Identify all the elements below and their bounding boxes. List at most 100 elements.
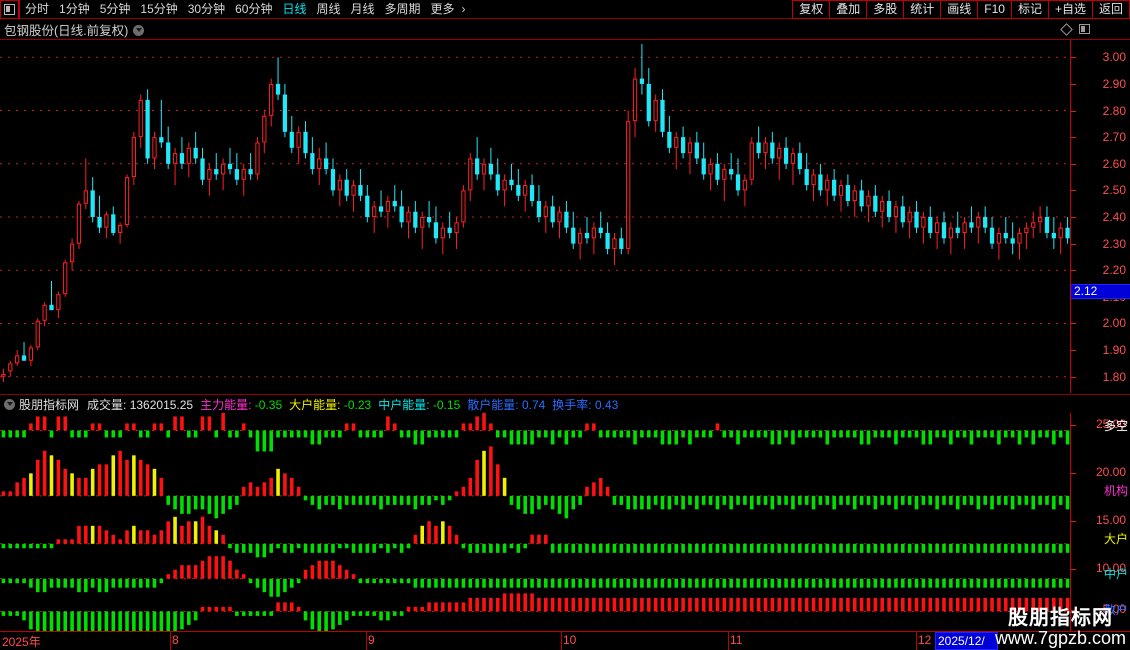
price-axis-tick-2	[1071, 110, 1076, 112]
toolbar-button-3[interactable]: 统计	[903, 0, 941, 19]
metric-zhuli: 主力能量: -0.35	[200, 396, 282, 413]
chevron-down-circle-icon[interactable]	[4, 398, 15, 410]
metric-dahu-label: 大户能量:	[289, 397, 341, 412]
date-axis-separator-5	[916, 632, 917, 650]
period-tab-10[interactable]: 更多	[430, 2, 455, 16]
volume-value: 1362015.25	[129, 397, 194, 412]
window-icon	[4, 4, 15, 15]
date-axis-label-4: 11	[730, 633, 743, 647]
price-axis-tick-10	[1071, 323, 1076, 325]
price-axis-tick-0	[1071, 57, 1076, 59]
toolbar-button-4[interactable]: 画线	[940, 0, 978, 19]
date-axis-separator-1	[170, 632, 171, 650]
indicator-axis: 25.00 20.00 15.00 10.00 5.00	[1071, 413, 1130, 631]
price-axis-label-8: 2.20	[1102, 263, 1126, 278]
toolbar-button-0[interactable]: 复权	[792, 0, 830, 19]
metric-dahu: 大户能量: -0.23	[289, 396, 371, 413]
date-axis-label-5: 12	[918, 633, 932, 647]
period-tab-1[interactable]: 1分钟	[59, 2, 90, 16]
price-axis-label-11: 1.90	[1102, 343, 1126, 358]
price-axis-tick-12	[1071, 376, 1076, 378]
indicator-axis-tick-2	[1071, 520, 1076, 522]
metric-zhonghu: 中户能量: -0.15	[378, 396, 460, 413]
indicator-axis-tick-1	[1071, 472, 1076, 474]
price-axis-label-0: 3.00	[1102, 50, 1126, 65]
volume-readout: 成交量: 1362015.25	[87, 396, 193, 413]
period-tab-3[interactable]: 15分钟	[140, 2, 178, 16]
metric-sanhu: 散户能量: 0.74	[467, 396, 545, 413]
toolbar-spacer	[471, 0, 793, 18]
price-axis-tick-8	[1071, 270, 1076, 272]
series-tag-中户: 中户	[1103, 567, 1128, 582]
energy-indicator-svg	[0, 413, 1070, 631]
metric-sanhu-label: 散户能量:	[467, 397, 519, 412]
toolbar-button-7[interactable]: +自选	[1047, 0, 1092, 19]
metric-zhonghu-value: -0.15	[432, 397, 461, 412]
price-axis-tick-1	[1071, 83, 1076, 85]
price-axis-label-3: 2.70	[1102, 130, 1126, 145]
diamond-icon[interactable]	[1060, 22, 1073, 36]
chart-title-bar: 包钢股份(日线.前复权)	[0, 19, 1130, 39]
page-title: 包钢股份(日线.前复权)	[0, 20, 145, 39]
date-axis: 2025年 8 9 10 11 12 2025/12/	[0, 631, 1130, 650]
metric-sanhu-value: 0.74	[521, 397, 546, 412]
metric-huanshou-value: 0.43	[594, 397, 619, 412]
price-axis-tick-4	[1071, 163, 1076, 165]
price-axis-label-4: 2.60	[1102, 156, 1126, 171]
price-axis-label-12: 1.80	[1102, 369, 1126, 384]
toolbar-button-8[interactable]: 返回	[1091, 0, 1130, 19]
period-tab-0[interactable]: 分时	[25, 2, 50, 16]
date-axis-label-3: 10	[563, 633, 577, 647]
price-axis: 3.002.902.802.702.602.502.402.302.202.10…	[1071, 39, 1130, 393]
period-tab-4[interactable]: 30分钟	[187, 2, 226, 16]
price-axis-tick-11	[1071, 350, 1076, 352]
toolbar-button-2[interactable]: 多股	[866, 0, 904, 19]
date-axis-label-2: 9	[368, 633, 375, 647]
metric-zhuli-label: 主力能量:	[200, 397, 252, 412]
price-axis-tick-7	[1071, 243, 1076, 245]
candlestick-svg	[0, 44, 1070, 383]
top-toolbar: 分时 1分钟 5分钟 15分钟 30分钟 60分钟 日线 周线 月线 多周期 更多 › 复权 叠加 多股统…	[0, 0, 1130, 19]
price-axis-label-2: 2.80	[1102, 103, 1126, 118]
restore-window-icon[interactable]	[1079, 24, 1090, 34]
indicator-axis-label-4: 5.00	[1102, 602, 1126, 617]
indicator-header: 股朋指标网 成交量: 1362015.25 主力能量: -0.35 大户能量: …	[0, 394, 1130, 413]
date-axis-label-0: 2025年	[2, 635, 41, 649]
series-tag-散户: 散户	[1103, 603, 1128, 618]
price-axis-label-1: 2.90	[1102, 76, 1126, 91]
indicator-axis-label-1: 20.00	[1095, 464, 1126, 479]
candlestick-chart[interactable]	[0, 39, 1071, 393]
toolbar-button-1[interactable]: 叠加	[829, 0, 867, 19]
date-axis-separator-3	[561, 632, 562, 650]
metric-huanshou: 换手率: 0.43	[552, 396, 618, 413]
stock-name-label: 包钢股份(日线.前复权)	[4, 23, 129, 38]
metric-dahu-value: -0.23	[343, 397, 372, 412]
period-tabs: 分时 1分钟 5分钟 15分钟 30分钟 60分钟 日线 周线 月线 多周期 更多 ›	[19, 0, 471, 19]
period-tab-6[interactable]: 日线	[282, 2, 307, 16]
price-axis-label-7: 2.30	[1102, 236, 1126, 251]
period-tab-8[interactable]: 月线	[350, 2, 375, 16]
volume-label: 成交量:	[87, 397, 127, 412]
period-tab-2[interactable]: 5分钟	[99, 2, 131, 16]
chevron-down-circle-icon[interactable]	[133, 24, 145, 36]
toolbar-button-5[interactable]: F10	[977, 0, 1011, 19]
toolbar-button-6[interactable]: 标记	[1010, 0, 1048, 19]
date-axis-label-1: 8	[172, 633, 179, 647]
title-bar-icons	[1060, 22, 1130, 36]
period-tab-7[interactable]: 周线	[316, 2, 341, 16]
toolbar-action-buttons: 复权 叠加 多股 统计 画线 F10 标记 +自选 返回	[792, 0, 1130, 19]
indicator-axis-label-0: 25.00	[1095, 416, 1126, 431]
site-label: 股朋指标网	[19, 397, 80, 412]
price-axis-tick-5	[1071, 190, 1076, 192]
series-tag-多空: 多空	[1103, 418, 1128, 433]
window-icon-button[interactable]	[0, 0, 19, 19]
series-tag-大户: 大户	[1103, 532, 1128, 547]
metric-zhuli-value: -0.35	[254, 397, 283, 412]
period-tab-5[interactable]: 60分钟	[235, 2, 273, 16]
chevron-right-icon[interactable]: ›	[461, 2, 466, 16]
period-tab-9[interactable]: 多周期	[384, 2, 421, 16]
energy-indicator-chart[interactable]	[0, 413, 1071, 631]
indicator-axis-tick-0	[1071, 424, 1076, 426]
price-axis-tick-3	[1071, 137, 1076, 139]
